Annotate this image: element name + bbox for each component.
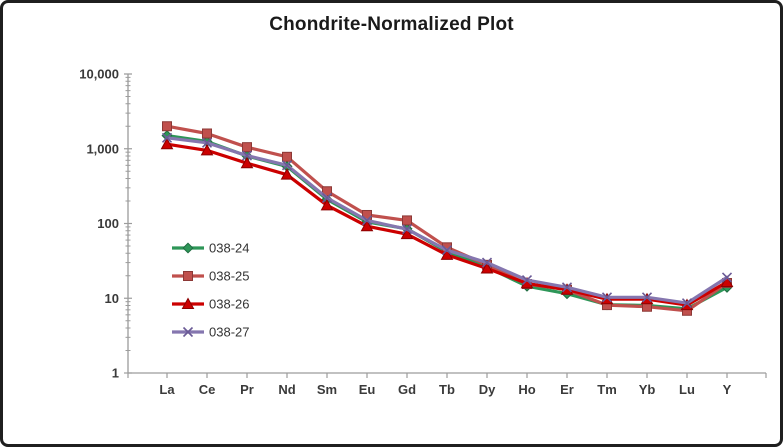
marker-038-27	[561, 282, 573, 293]
marker-038-25	[402, 215, 412, 226]
marker-038-27	[681, 298, 693, 309]
x-tick-label: Dy	[479, 382, 496, 397]
series-line-038-24	[165, 134, 729, 311]
marker-038-26	[720, 275, 734, 287]
x-tick-label: Tm	[597, 382, 617, 397]
y-tick-label: 1	[112, 366, 119, 381]
marker-038-27	[201, 137, 213, 148]
x-tick-label: Sm	[317, 382, 337, 397]
y-tick-label: 10	[105, 291, 119, 306]
marker-038-25	[162, 121, 172, 132]
legend-label: 038-24	[209, 241, 249, 256]
x-tick-label: Ce	[199, 382, 216, 397]
x-tick-label: Yb	[639, 382, 656, 397]
marker-038-25	[282, 151, 292, 162]
marker-038-27	[321, 192, 333, 203]
legend-label: 038-25	[209, 269, 249, 284]
marker-038-26	[240, 156, 254, 169]
series-038-25	[162, 121, 732, 316]
legend-label: 038-26	[209, 297, 249, 312]
marker-038-27	[721, 272, 733, 283]
x-tick-label: Pr	[240, 382, 254, 397]
marker-038-27	[481, 257, 493, 268]
marker-038-27	[601, 292, 613, 303]
marker-038-27	[361, 215, 373, 226]
marker-038-25	[242, 142, 252, 153]
series-line-038-26	[165, 142, 729, 307]
legend-swatch-marker	[182, 242, 194, 254]
marker-038-26	[480, 261, 494, 274]
x-tick-label: La	[159, 382, 175, 397]
marker-038-27	[401, 224, 413, 235]
legend-item-038-24: 038-24	[172, 241, 249, 256]
x-tick-label: Lu	[679, 382, 695, 397]
x-tick-label: Eu	[359, 382, 376, 397]
series-line-038-25	[165, 124, 729, 313]
legend-item-038-25: 038-25	[172, 269, 249, 284]
x-tick-label: Tb	[439, 382, 455, 397]
series-line-038-27	[165, 136, 729, 305]
marker-038-26	[200, 143, 214, 156]
marker-038-27	[441, 245, 453, 256]
chart-svg: 10,000 1,000 100 10 1 La Ce Pr Nd Sm Eu Gd Tb Dy Ho Er T…	[79, 67, 767, 397]
marker-038-26	[160, 137, 174, 150]
y-tick-label: 100	[97, 216, 119, 231]
series-038-26	[160, 137, 734, 311]
legend-label: 038-27	[209, 325, 249, 340]
series-038-27	[161, 132, 733, 309]
marker-038-26	[440, 248, 454, 260]
y-tick-label: 10,000	[79, 67, 119, 82]
legend-swatch-marker	[182, 326, 194, 338]
legend: 038-24 038-25 038-26 038-27	[172, 241, 249, 340]
marker-038-27	[241, 150, 253, 161]
x-tick-label: Y	[723, 382, 732, 397]
legend-swatch-marker	[183, 271, 193, 281]
x-tick-label: Gd	[398, 382, 416, 397]
x-tick-label: Er	[560, 382, 574, 397]
x-tick-label: Ho	[518, 382, 535, 397]
marker-038-27	[281, 160, 293, 171]
marker-038-26	[400, 227, 414, 240]
marker-038-26	[280, 168, 294, 180]
marker-038-26	[360, 219, 374, 232]
marker-038-25	[202, 128, 212, 139]
marker-038-27	[521, 275, 533, 286]
marker-038-25	[322, 186, 332, 197]
legend-swatch-marker	[181, 297, 195, 309]
legend-item-038-26: 038-26	[172, 297, 249, 312]
y-tick-label: 1,000	[86, 141, 119, 156]
marker-038-27	[641, 292, 653, 303]
chart-title: Chondrite-Normalized Plot	[269, 14, 514, 35]
marker-038-27	[161, 132, 173, 143]
legend-item-038-27: 038-27	[172, 325, 249, 340]
x-tick-label: Nd	[278, 382, 295, 397]
marker-038-26	[320, 198, 334, 211]
